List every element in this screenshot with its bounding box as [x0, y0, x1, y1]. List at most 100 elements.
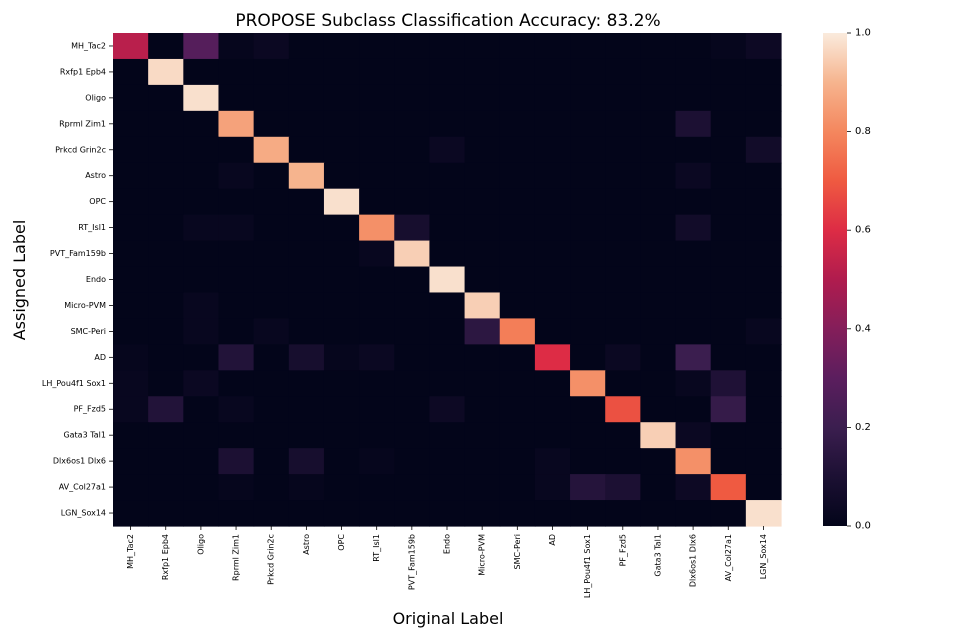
heatmap-cell [253, 84, 290, 112]
heatmap-cell [499, 162, 536, 190]
heatmap-cell [183, 162, 220, 190]
heatmap-cell [710, 110, 747, 138]
heatmap-cell [113, 474, 149, 501]
y-tick-label: Oligo [85, 93, 106, 102]
heatmap-cell [640, 422, 677, 449]
x-axis-label: Original Label [393, 609, 504, 628]
heatmap-cell [183, 266, 220, 294]
heatmap-cell [148, 396, 184, 423]
heatmap-cell [148, 188, 184, 216]
heatmap-cell [253, 318, 290, 345]
heatmap-cell [359, 214, 395, 242]
y-tick-label: Endo [86, 275, 106, 284]
heatmap-cell [464, 84, 501, 112]
heatmap-cell [394, 422, 431, 449]
heatmap-cell [745, 240, 782, 268]
heatmap-cell [534, 396, 571, 423]
heatmap-cell [534, 188, 571, 216]
heatmap-cell [253, 474, 290, 501]
heatmap-cell [570, 266, 606, 294]
heatmap-cell [570, 162, 606, 190]
heatmap-cell [640, 162, 677, 190]
heatmap-cell [710, 266, 747, 294]
heatmap-cell [183, 422, 220, 449]
y-tick-label: AD [94, 353, 106, 362]
heatmap-cell [534, 240, 571, 268]
heatmap-cell [183, 292, 220, 320]
heatmap-cell [359, 500, 395, 527]
y-tick-label: Gata3 Tal1 [63, 431, 106, 440]
heatmap-cell [113, 448, 149, 475]
heatmap-cell [113, 214, 149, 242]
heatmap-cell [605, 214, 641, 242]
heatmap-cell [710, 292, 747, 320]
heatmap-cell [253, 370, 290, 397]
heatmap-cell [218, 266, 255, 294]
heatmap-cell [640, 136, 677, 164]
heatmap-cell [605, 344, 641, 371]
heatmap-cell [148, 58, 184, 86]
heatmap-cell [148, 448, 184, 475]
heatmap-cell [429, 318, 466, 345]
y-axis-label: Assigned Label [10, 220, 29, 341]
x-tick-label: OPC [337, 534, 346, 551]
heatmap-cell [640, 292, 677, 320]
heatmap-cell [113, 500, 149, 527]
heatmap-cell [710, 84, 747, 112]
heatmap-cell [394, 396, 431, 423]
heatmap-cell [570, 33, 606, 60]
heatmap-cell [394, 84, 431, 112]
heatmap-cell [218, 162, 255, 190]
heatmap-cell [218, 344, 255, 371]
heatmap-cell [148, 266, 184, 294]
heatmap-cell [499, 33, 536, 60]
heatmap-cell [640, 396, 677, 423]
heatmap-cell [499, 58, 536, 86]
heatmap-cell [148, 422, 184, 449]
heatmap-cell [429, 266, 466, 294]
heatmap-cell [148, 33, 184, 60]
heatmap-cell [148, 162, 184, 190]
colorbar-tick-label: 0.0 [855, 521, 871, 532]
heatmap-cell [218, 422, 255, 449]
heatmap-cell [464, 370, 501, 397]
heatmap-cell [429, 292, 466, 320]
heatmap-cell [570, 110, 606, 138]
heatmap-cell [675, 344, 712, 371]
heatmap-cell [429, 188, 466, 216]
heatmap-cell [534, 162, 571, 190]
heatmap-cell [429, 84, 466, 112]
heatmap-cell [640, 240, 677, 268]
heatmap-cell [148, 292, 184, 320]
heatmap-cell [499, 318, 536, 345]
heatmap-cell [183, 110, 220, 138]
heatmap-cell [675, 474, 712, 501]
heatmap-cell [640, 110, 677, 138]
heatmap-cell [288, 500, 325, 527]
y-tick-label: LH_Pou4f1 Sox1 [42, 379, 106, 388]
heatmap-cell [113, 188, 149, 216]
heatmap-cell [218, 84, 255, 112]
heatmap-cell [218, 318, 255, 345]
heatmap-cell [640, 33, 677, 60]
heatmap-cell [113, 33, 149, 60]
heatmap-cell [359, 396, 395, 423]
heatmap-cell [605, 110, 641, 138]
x-tick-label: RT_Isl1 [372, 534, 381, 562]
heatmap-cell [394, 162, 431, 190]
heatmap-cell [499, 448, 536, 475]
heatmap-cell [148, 240, 184, 268]
heatmap-cell [745, 136, 782, 164]
heatmap-cell [640, 188, 677, 216]
heatmap-cell [148, 344, 184, 371]
heatmap-cell [745, 214, 782, 242]
y-tick-label: SMC-Peri [71, 327, 106, 336]
heatmap-cell [323, 188, 360, 216]
heatmap-cell [640, 266, 677, 294]
y-tick-label: AV_Col27a1 [59, 483, 106, 492]
heatmap-cell [113, 240, 149, 268]
colorbar [823, 33, 847, 526]
heatmap-cell [745, 162, 782, 190]
heatmap-cell [218, 110, 255, 138]
heatmap-cell [710, 448, 747, 475]
